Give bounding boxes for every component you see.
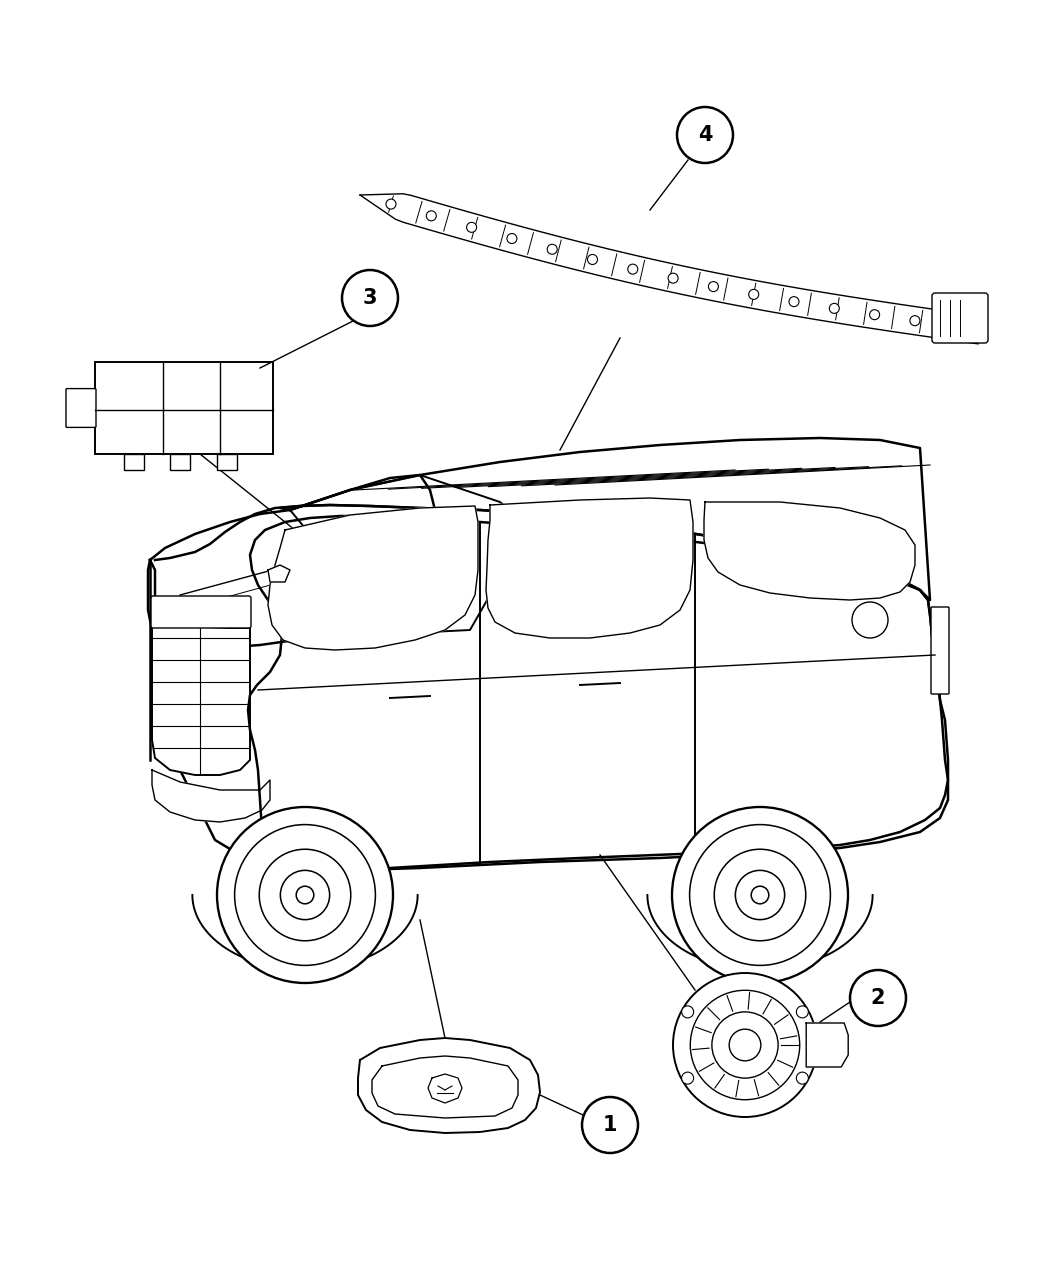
Circle shape: [296, 886, 314, 904]
Circle shape: [681, 1072, 694, 1084]
Circle shape: [234, 825, 376, 965]
FancyBboxPatch shape: [151, 595, 251, 629]
Circle shape: [751, 886, 769, 904]
Polygon shape: [268, 565, 290, 581]
Circle shape: [709, 282, 718, 292]
Circle shape: [690, 825, 831, 965]
Polygon shape: [248, 516, 948, 870]
Polygon shape: [148, 476, 435, 648]
Text: 1: 1: [603, 1116, 617, 1135]
Polygon shape: [358, 1038, 540, 1133]
Circle shape: [830, 303, 839, 314]
Circle shape: [735, 871, 784, 919]
Polygon shape: [704, 502, 915, 601]
Polygon shape: [268, 506, 478, 650]
Circle shape: [796, 1006, 808, 1017]
Circle shape: [729, 1029, 761, 1061]
Polygon shape: [152, 625, 250, 775]
Circle shape: [582, 1096, 638, 1153]
Circle shape: [507, 233, 517, 244]
Polygon shape: [486, 499, 693, 638]
Bar: [94, 362, 273, 454]
Bar: [124, 454, 144, 470]
FancyBboxPatch shape: [66, 389, 96, 427]
Circle shape: [712, 1012, 778, 1079]
Circle shape: [466, 222, 477, 232]
Circle shape: [259, 849, 351, 941]
Circle shape: [668, 273, 678, 283]
Circle shape: [588, 255, 597, 264]
Circle shape: [547, 245, 558, 254]
Bar: [170, 454, 190, 470]
Polygon shape: [648, 895, 873, 970]
Circle shape: [852, 602, 888, 638]
Circle shape: [714, 849, 805, 941]
Polygon shape: [360, 194, 982, 344]
Polygon shape: [192, 895, 418, 970]
FancyBboxPatch shape: [932, 293, 988, 343]
Polygon shape: [290, 476, 514, 632]
Circle shape: [280, 871, 330, 919]
Polygon shape: [152, 770, 270, 822]
Circle shape: [789, 297, 799, 306]
Circle shape: [681, 1006, 694, 1017]
Circle shape: [796, 1072, 808, 1084]
Polygon shape: [428, 1074, 462, 1103]
Circle shape: [342, 270, 398, 326]
Circle shape: [217, 807, 393, 983]
Circle shape: [672, 807, 848, 983]
Text: 4: 4: [698, 125, 712, 145]
Circle shape: [386, 199, 396, 209]
Circle shape: [690, 991, 800, 1100]
Text: 2: 2: [870, 988, 885, 1009]
Circle shape: [673, 973, 817, 1117]
Circle shape: [850, 970, 906, 1026]
Circle shape: [910, 316, 920, 325]
Bar: [216, 454, 236, 470]
Circle shape: [677, 107, 733, 163]
Text: 3: 3: [362, 288, 377, 309]
FancyBboxPatch shape: [931, 607, 949, 694]
Polygon shape: [806, 1023, 848, 1067]
Circle shape: [426, 210, 437, 221]
Polygon shape: [148, 560, 260, 864]
Polygon shape: [372, 1056, 518, 1118]
Polygon shape: [280, 439, 930, 601]
Circle shape: [628, 264, 637, 274]
Circle shape: [869, 310, 880, 320]
Circle shape: [749, 289, 759, 300]
